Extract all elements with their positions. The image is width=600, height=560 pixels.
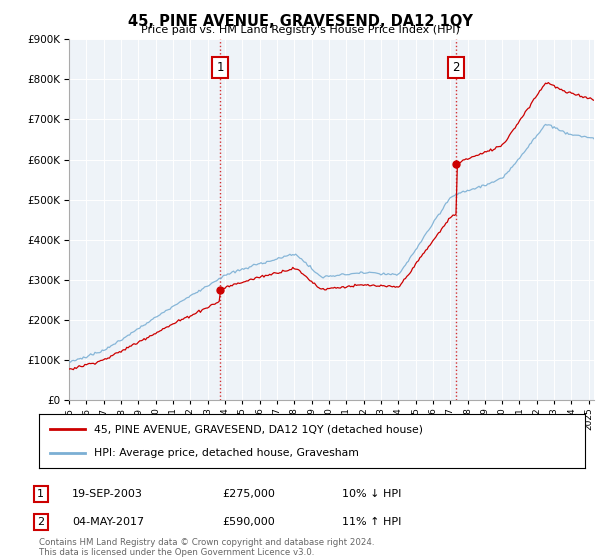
Text: Price paid vs. HM Land Registry's House Price Index (HPI): Price paid vs. HM Land Registry's House … bbox=[140, 25, 460, 35]
Text: £275,000: £275,000 bbox=[222, 489, 275, 499]
Text: 45, PINE AVENUE, GRAVESEND, DA12 1QY (detached house): 45, PINE AVENUE, GRAVESEND, DA12 1QY (de… bbox=[94, 424, 422, 435]
Text: 10% ↓ HPI: 10% ↓ HPI bbox=[342, 489, 401, 499]
Text: 11% ↑ HPI: 11% ↑ HPI bbox=[342, 517, 401, 527]
Text: 2: 2 bbox=[37, 517, 44, 527]
Text: Contains HM Land Registry data © Crown copyright and database right 2024.
This d: Contains HM Land Registry data © Crown c… bbox=[39, 538, 374, 557]
Text: HPI: Average price, detached house, Gravesham: HPI: Average price, detached house, Grav… bbox=[94, 447, 358, 458]
Text: £590,000: £590,000 bbox=[222, 517, 275, 527]
Text: 1: 1 bbox=[217, 61, 224, 74]
Text: 1: 1 bbox=[37, 489, 44, 499]
Text: 19-SEP-2003: 19-SEP-2003 bbox=[72, 489, 143, 499]
Text: 45, PINE AVENUE, GRAVESEND, DA12 1QY: 45, PINE AVENUE, GRAVESEND, DA12 1QY bbox=[128, 14, 472, 29]
Text: 2: 2 bbox=[452, 61, 460, 74]
Text: 04-MAY-2017: 04-MAY-2017 bbox=[72, 517, 144, 527]
